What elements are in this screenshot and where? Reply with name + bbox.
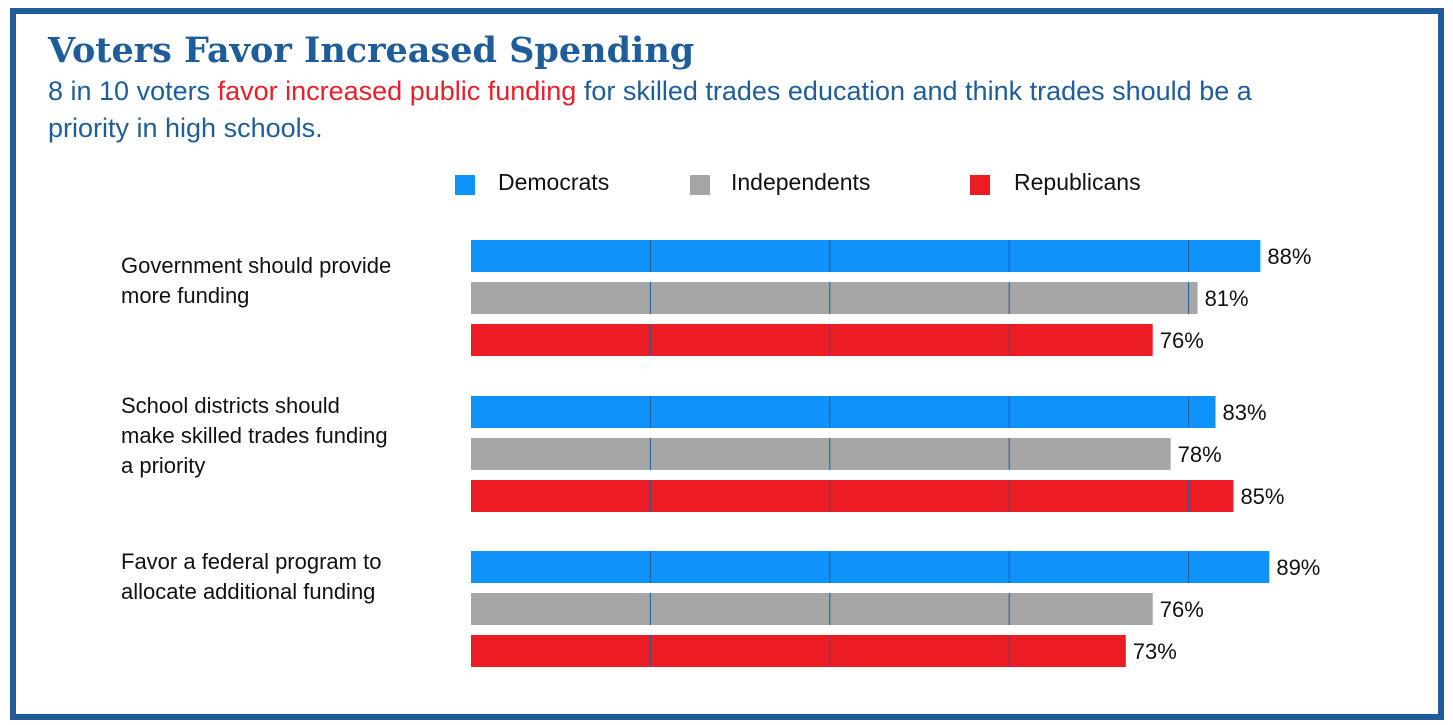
category-label-line: make skilled trades funding [121, 423, 388, 448]
bar-democrats-1 [471, 240, 1261, 272]
data-label-independents-2: 78% [1178, 442, 1222, 467]
category-label-line: a priority [121, 453, 205, 478]
data-label-republicans-3: 73% [1133, 639, 1177, 664]
category-label-1: Government should provide more funding [121, 253, 391, 308]
bar-democrats-2 [471, 396, 1216, 428]
data-label-republicans-1: 76% [1160, 328, 1204, 353]
bar-group-1: Government should provide more funding 88%… [121, 240, 1311, 356]
data-label-republicans-2: 85% [1240, 484, 1284, 509]
data-label-independents-1: 81% [1205, 286, 1249, 311]
chart-subtitle: 8 in 10 voters favor increased public fu… [48, 73, 1338, 147]
category-label-line: Government should provide [121, 253, 391, 278]
bar-republicans-2 [471, 480, 1234, 512]
bar-republicans-3 [471, 635, 1126, 667]
data-label-democrats-3: 89% [1276, 555, 1320, 580]
legend-label-republicans: Republicans [1014, 169, 1141, 195]
subtitle-text-end: for skilled trades education and think t… [48, 76, 1252, 143]
legend-label-independents: Independents [731, 169, 871, 195]
category-label-3: Favor a federal program to allocate addit… [121, 549, 381, 604]
category-label-2: School districts should make skilled trad… [121, 393, 388, 478]
bar-independents-2 [471, 438, 1171, 470]
bar-independents-1 [471, 282, 1198, 314]
chart-title: Voters Favor Increased Spending [48, 30, 695, 71]
legend-label-democrats: Democrats [498, 169, 610, 195]
data-label-independents-3: 76% [1160, 597, 1204, 622]
subtitle-text-start: 8 in 10 voters [48, 76, 218, 106]
subtitle-highlight: favor increased public funding [217, 76, 577, 106]
legend-swatch-democrats [455, 175, 475, 195]
category-label-line: allocate additional funding [121, 579, 375, 604]
legend-swatch-republicans [970, 175, 990, 195]
bar-republicans-1 [471, 324, 1153, 356]
legend-swatch-independents [690, 175, 710, 195]
bar-democrats-3 [471, 551, 1270, 583]
bar-group-3: Favor a federal program to allocate addit… [121, 549, 1320, 667]
category-label-line: Favor a federal program to [121, 549, 381, 574]
category-label-line: School districts should [121, 393, 340, 418]
bar-independents-3 [471, 593, 1153, 625]
bar-group-2: School districts should make skilled trad… [121, 393, 1284, 512]
category-label-line: more funding [121, 283, 249, 308]
data-label-democrats-1: 88% [1267, 244, 1311, 269]
data-label-democrats-2: 83% [1223, 400, 1267, 425]
